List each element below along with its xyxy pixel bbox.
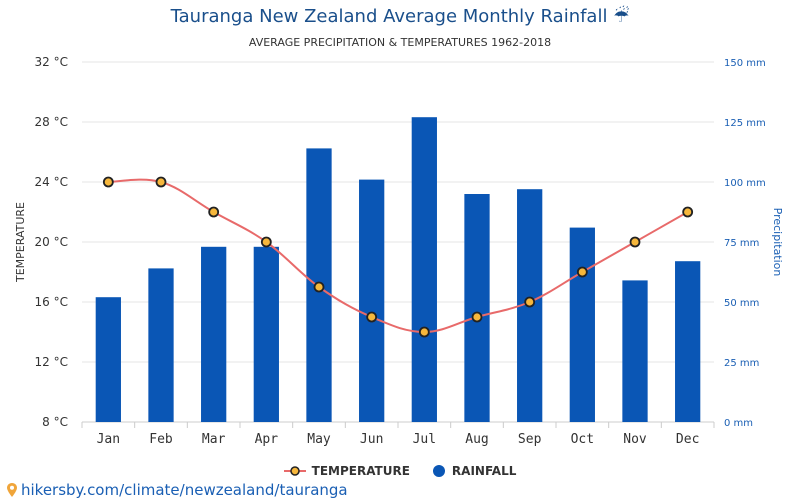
temperature-point [418, 326, 430, 338]
rainfall-bar [253, 246, 279, 422]
temperature-point [682, 206, 694, 218]
x-tick-label: Jun [360, 432, 383, 447]
x-tick-label: Nov [623, 432, 647, 447]
temperature-point [102, 176, 114, 188]
rainfall-legend-marker [432, 465, 445, 477]
left-tick-label: 8 °C [42, 415, 68, 429]
left-tick-label: 20 °C [35, 235, 68, 249]
right-tick-label: 25 mm [724, 358, 759, 369]
rainfall-bar [622, 280, 648, 422]
right-tick-label: 0 mm [724, 418, 753, 429]
legend-item-temperature[interactable]: TEMPERATURE [283, 464, 410, 478]
left-tick-label: 28 °C [35, 115, 68, 129]
x-tick-label: May [307, 432, 331, 447]
source-url: hikersby.com/climate/newzealand/tauranga [21, 481, 348, 499]
left-tick-label: 12 °C [35, 355, 68, 369]
temperature-point [629, 236, 641, 248]
temperature-point [471, 311, 483, 323]
left-tick-label: 24 °C [35, 175, 68, 189]
temperature-point [208, 206, 220, 218]
chart-title-text: Tauranga New Zealand Average Monthly Rai… [170, 6, 608, 27]
temperature-point [524, 296, 536, 308]
x-tick-label: Mar [202, 432, 226, 447]
right-tick-label: 125 mm [724, 118, 766, 129]
left-tick-label: 16 °C [35, 295, 68, 309]
left-tick-label: 32 °C [35, 55, 68, 69]
right-tick-label: 50 mm [724, 298, 759, 309]
rainfall-bar [569, 227, 595, 422]
rainfall-bar [201, 246, 227, 422]
temperature-point [313, 281, 325, 293]
x-tick-label: Feb [149, 432, 173, 447]
chart-subtitle: AVERAGE PRECIPITATION & TEMPERATURES 196… [248, 36, 552, 49]
chart-title: Tauranga New Zealand Average Monthly Rai… [0, 6, 800, 27]
rainfall-bar [359, 179, 385, 422]
right-tick-label: 100 mm [724, 178, 766, 189]
x-tick-label: Jan [97, 432, 120, 447]
legend-label-rainfall: RAINFALL [451, 464, 517, 478]
rainfall-bar [95, 297, 121, 422]
x-tick-label: Oct [571, 432, 594, 447]
source-link[interactable]: hikersby.com/climate/newzealand/tauranga [6, 481, 348, 499]
x-tick-label: Sep [518, 432, 542, 447]
temperature-line [108, 178, 689, 334]
location-pin-icon [7, 483, 17, 497]
right-tick-label: 75 mm [724, 238, 759, 249]
temperature-point [576, 266, 588, 278]
x-tick-label: Aug [465, 432, 488, 447]
left-axis-title: TEMPERATURE [14, 202, 27, 283]
right-axis-title: Precipitation [771, 208, 784, 277]
legend-item-rainfall[interactable]: RAINFALL [432, 464, 516, 478]
x-tick-label: Jul [413, 432, 436, 447]
rainfall-bar [675, 261, 701, 422]
x-tick-label: Dec [676, 432, 699, 447]
chart-legend: TEMPERATURE RAINFALL [0, 464, 800, 478]
legend-label-temperature: TEMPERATURE [311, 464, 410, 478]
temperature-point [260, 236, 272, 248]
x-tick-label: Apr [255, 432, 279, 447]
temperature-legend-marker [283, 466, 306, 476]
rainfall-bar [464, 194, 490, 422]
temperature-point [155, 176, 167, 188]
right-tick-label: 150 mm [724, 58, 766, 69]
rainfall-bar [148, 268, 174, 422]
rainfall-bar [411, 117, 437, 422]
umbrella-icon: ☔ [613, 6, 630, 27]
temperature-point [366, 311, 378, 323]
